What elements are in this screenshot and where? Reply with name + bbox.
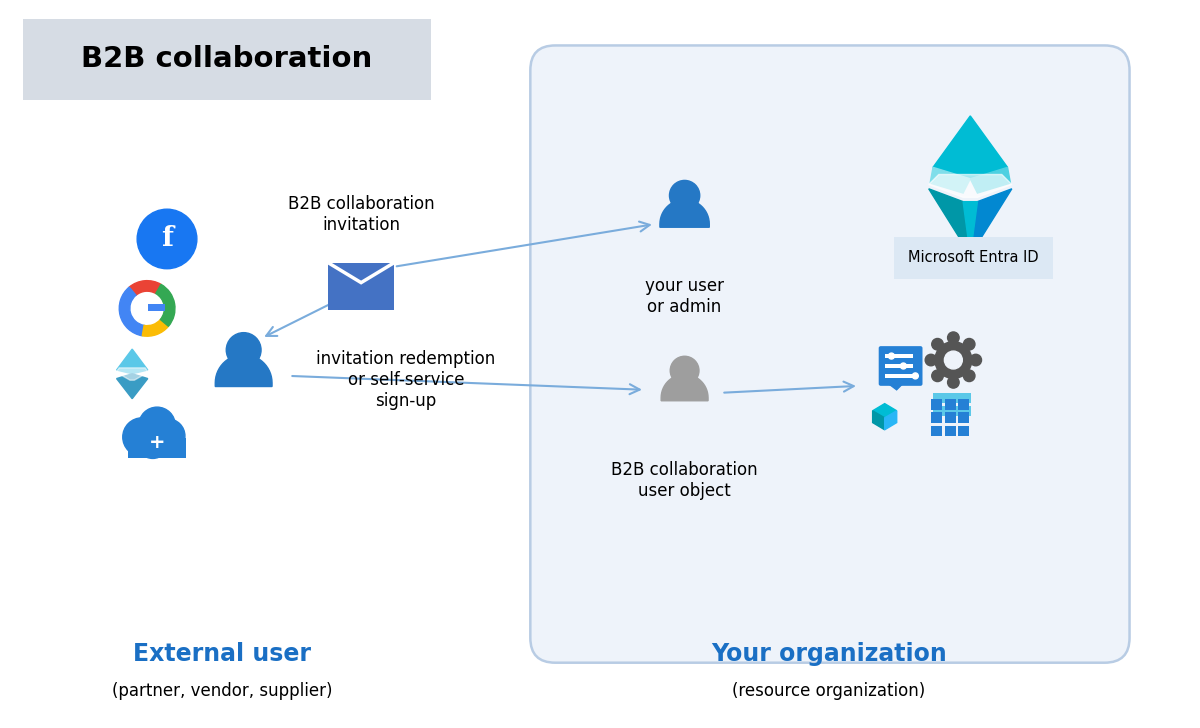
Polygon shape [116, 373, 148, 399]
Polygon shape [929, 189, 971, 256]
Circle shape [670, 181, 700, 210]
Polygon shape [872, 411, 884, 430]
FancyBboxPatch shape [931, 412, 942, 423]
Text: Your organization: Your organization [712, 642, 947, 666]
Polygon shape [964, 202, 978, 256]
Circle shape [970, 355, 982, 365]
Circle shape [948, 376, 959, 388]
Polygon shape [116, 349, 148, 373]
Polygon shape [930, 167, 971, 193]
FancyBboxPatch shape [530, 45, 1129, 662]
Text: +: + [149, 433, 166, 452]
FancyBboxPatch shape [944, 399, 956, 410]
FancyBboxPatch shape [944, 412, 956, 423]
Text: f: f [161, 226, 173, 253]
Circle shape [964, 370, 974, 381]
Polygon shape [660, 199, 709, 227]
Circle shape [931, 339, 943, 350]
Wedge shape [143, 320, 168, 336]
Polygon shape [116, 368, 149, 380]
Wedge shape [119, 287, 144, 336]
Polygon shape [215, 355, 272, 387]
FancyBboxPatch shape [127, 438, 186, 458]
Polygon shape [889, 384, 902, 389]
FancyBboxPatch shape [878, 346, 923, 386]
Text: B2B collaboration: B2B collaboration [82, 45, 372, 74]
Circle shape [227, 333, 262, 368]
Circle shape [137, 209, 197, 269]
Polygon shape [872, 403, 896, 418]
Circle shape [900, 363, 906, 369]
FancyBboxPatch shape [894, 237, 1052, 279]
Wedge shape [156, 285, 175, 326]
Text: invitation redemption
or self-service
sign-up: invitation redemption or self-service si… [317, 350, 496, 410]
FancyBboxPatch shape [934, 405, 971, 416]
Circle shape [912, 373, 918, 379]
Circle shape [944, 351, 962, 369]
Wedge shape [130, 280, 161, 296]
FancyBboxPatch shape [886, 374, 912, 378]
Text: Microsoft Entra ID: Microsoft Entra ID [908, 250, 1038, 265]
FancyBboxPatch shape [959, 412, 970, 423]
Text: your user
or admin: your user or admin [646, 277, 724, 316]
Polygon shape [971, 167, 1010, 193]
Circle shape [964, 339, 974, 350]
FancyBboxPatch shape [886, 364, 912, 368]
Circle shape [935, 341, 972, 379]
Circle shape [931, 370, 943, 381]
Polygon shape [929, 175, 1012, 197]
Circle shape [948, 332, 959, 344]
Text: (partner, vendor, supplier): (partner, vendor, supplier) [112, 682, 332, 700]
Circle shape [137, 427, 169, 459]
FancyBboxPatch shape [934, 393, 971, 403]
Circle shape [888, 353, 894, 359]
Polygon shape [661, 374, 708, 400]
Polygon shape [884, 411, 896, 430]
FancyBboxPatch shape [959, 426, 970, 437]
FancyBboxPatch shape [931, 426, 942, 437]
Circle shape [122, 418, 161, 456]
FancyBboxPatch shape [931, 399, 942, 410]
Circle shape [925, 355, 937, 365]
Circle shape [151, 419, 185, 453]
FancyBboxPatch shape [23, 19, 431, 100]
FancyBboxPatch shape [148, 304, 166, 312]
Circle shape [671, 356, 698, 385]
FancyBboxPatch shape [886, 355, 912, 358]
FancyBboxPatch shape [959, 399, 970, 410]
Polygon shape [934, 116, 1008, 179]
Text: External user: External user [133, 642, 311, 666]
Text: B2B collaboration
user object: B2B collaboration user object [611, 461, 758, 499]
Text: (resource organization): (resource organization) [732, 682, 925, 700]
Polygon shape [971, 189, 1012, 256]
Circle shape [139, 407, 175, 443]
Text: B2B collaboration
invitation: B2B collaboration invitation [288, 195, 434, 234]
FancyBboxPatch shape [944, 426, 956, 437]
FancyBboxPatch shape [329, 263, 394, 310]
